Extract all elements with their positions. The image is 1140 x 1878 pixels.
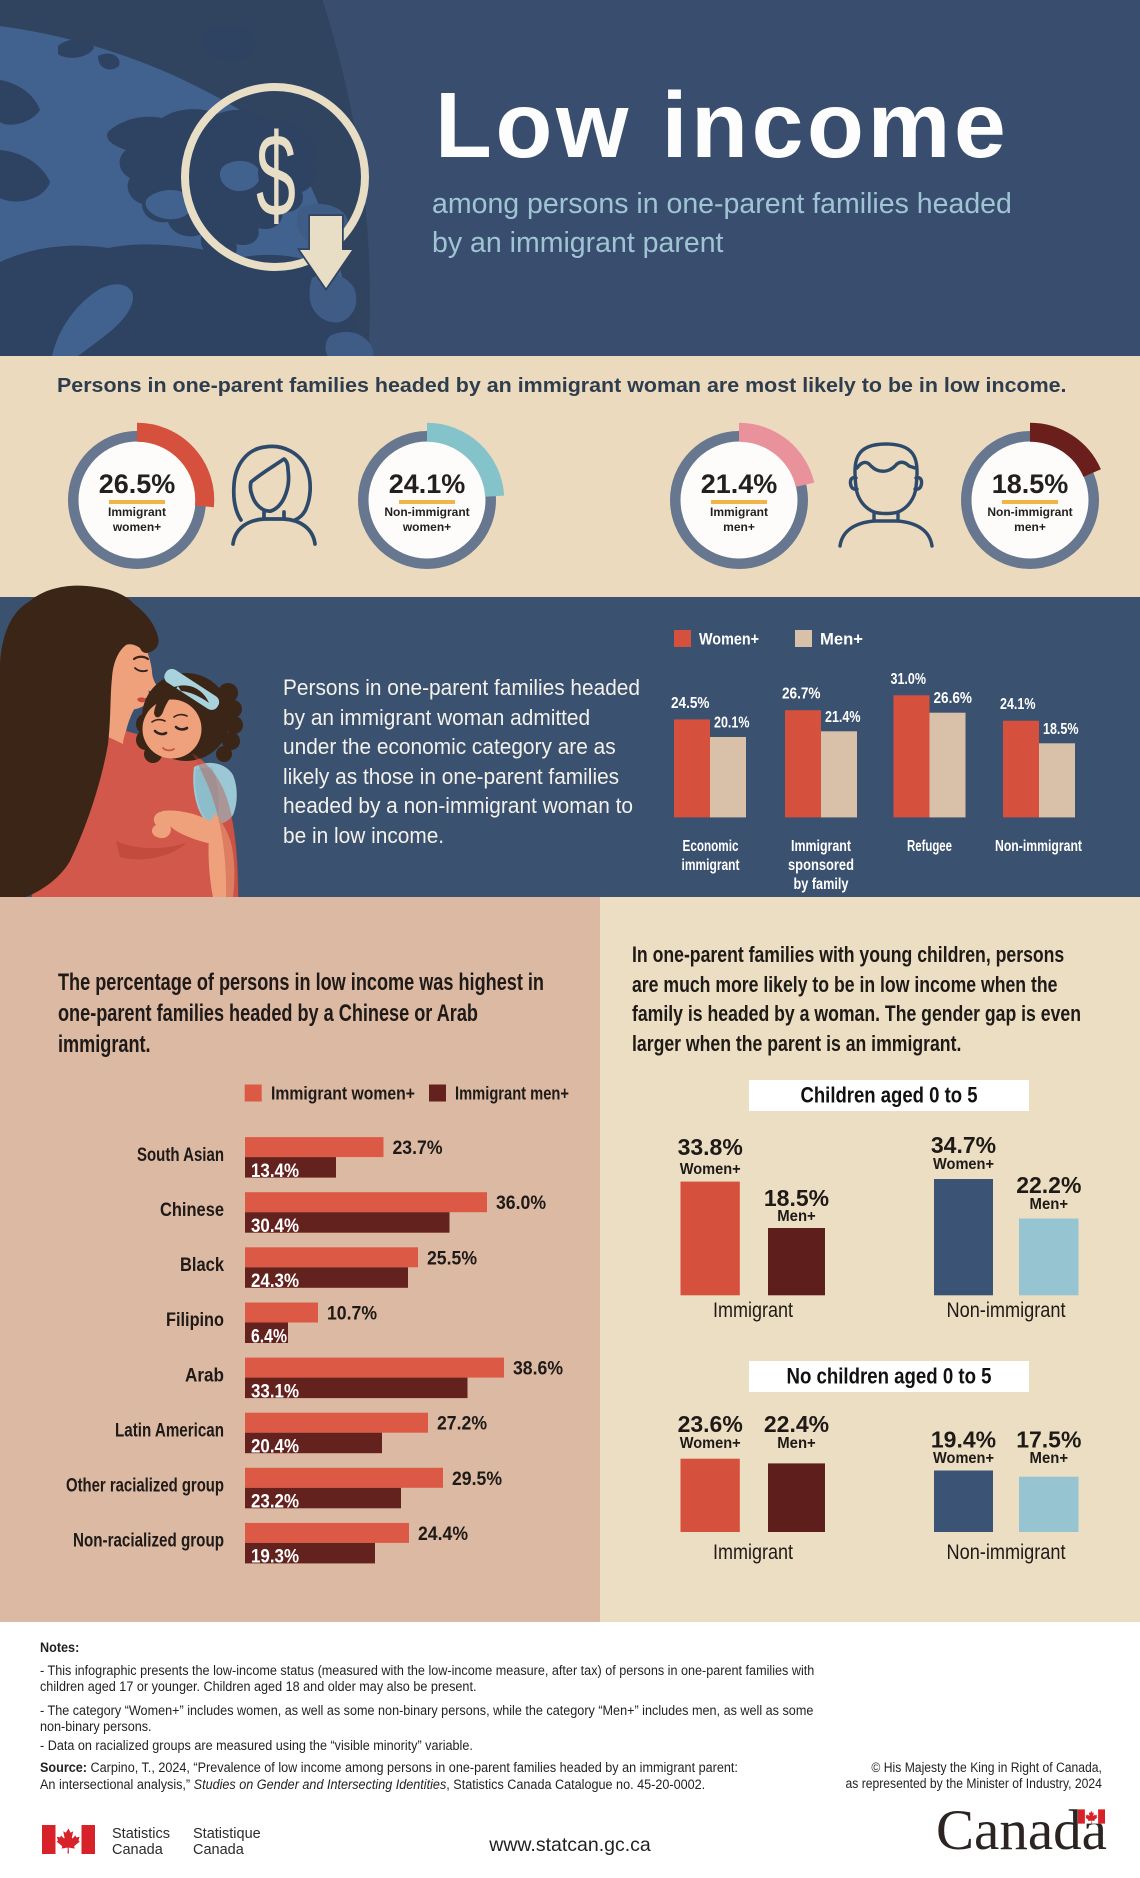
svg-text:25.5%: 25.5% — [427, 1248, 477, 1269]
svg-text:Non-immigrant: Non-immigrant — [995, 838, 1082, 855]
svg-text:Non-immigrant: Non-immigrant — [947, 1299, 1066, 1322]
svg-text:sponsored: sponsored — [788, 857, 854, 874]
svg-text:Children aged 0 to 5: Children aged 0 to 5 — [801, 1083, 978, 1108]
svg-text:Arab: Arab — [185, 1365, 224, 1386]
svg-text:10.7%: 10.7% — [327, 1304, 377, 1325]
svg-text:Economic: Economic — [683, 838, 739, 855]
svg-text:22.2%: 22.2% — [1016, 1172, 1081, 1198]
svg-text:23.2%: 23.2% — [251, 1492, 299, 1513]
svg-text:by family: by family — [794, 876, 849, 893]
svg-text:33.8%: 33.8% — [678, 1134, 743, 1160]
svg-text:38.6%: 38.6% — [513, 1359, 563, 1380]
svg-text:Non-immigrant: Non-immigrant — [947, 1541, 1066, 1564]
svg-text:23.7%: 23.7% — [393, 1138, 443, 1159]
svg-text:Women+: Women+ — [933, 1450, 994, 1467]
svg-text:Filipino: Filipino — [166, 1310, 224, 1331]
svg-text:21.4%: 21.4% — [825, 709, 861, 726]
svg-text:19.4%: 19.4% — [931, 1427, 996, 1453]
svg-text:Men+: Men+ — [820, 631, 863, 649]
svg-text:Women+: Women+ — [680, 1435, 741, 1452]
svg-text:South Asian: South Asian — [137, 1145, 224, 1166]
svg-text:26.6%: 26.6% — [934, 690, 973, 707]
svg-text:Women+: Women+ — [699, 631, 759, 649]
svg-text:Men+: Men+ — [777, 1208, 816, 1225]
svg-text:24.1%: 24.1% — [1000, 696, 1036, 713]
svg-text:20.1%: 20.1% — [714, 715, 750, 732]
svg-text:13.4%: 13.4% — [251, 1161, 299, 1182]
svg-text:Other racialized group: Other racialized group — [66, 1476, 224, 1497]
svg-text:Women+: Women+ — [680, 1161, 741, 1178]
svg-text:17.5%: 17.5% — [1016, 1427, 1081, 1453]
svg-text:29.5%: 29.5% — [452, 1469, 502, 1490]
svg-text:24.4%: 24.4% — [418, 1524, 468, 1545]
svg-text:Immigrant: Immigrant — [791, 838, 851, 855]
svg-text:Men+: Men+ — [1030, 1196, 1069, 1213]
svg-text:immigrant: immigrant — [682, 857, 740, 874]
svg-text:30.4%: 30.4% — [251, 1216, 299, 1237]
svg-text:Men+: Men+ — [777, 1435, 816, 1452]
svg-text:18.5%: 18.5% — [764, 1185, 829, 1211]
svg-text:34.7%: 34.7% — [931, 1132, 996, 1158]
svg-text:Latin American: Latin American — [115, 1420, 224, 1441]
svg-text:Men+: Men+ — [1030, 1450, 1069, 1467]
svg-text:26.7%: 26.7% — [782, 686, 821, 703]
svg-text:20.4%: 20.4% — [251, 1437, 299, 1458]
svg-text:23.6%: 23.6% — [678, 1411, 743, 1437]
svg-text:33.1%: 33.1% — [251, 1381, 299, 1402]
svg-text:$: $ — [256, 110, 296, 242]
svg-text:22.4%: 22.4% — [764, 1411, 829, 1437]
svg-text:18.5%: 18.5% — [1043, 721, 1079, 738]
svg-text:No children aged 0 to 5: No children aged 0 to 5 — [787, 1364, 992, 1389]
svg-text:27.2%: 27.2% — [437, 1414, 487, 1435]
svg-text:Refugee: Refugee — [907, 838, 952, 855]
svg-text:Immigrant: Immigrant — [713, 1541, 793, 1564]
svg-text:Immigrant women+: Immigrant women+ — [271, 1084, 415, 1104]
svg-text:Chinese: Chinese — [160, 1200, 224, 1221]
svg-text:24.5%: 24.5% — [671, 695, 710, 712]
svg-text:Non-racialized group: Non-racialized group — [73, 1531, 224, 1552]
svg-text:6.4%: 6.4% — [251, 1326, 287, 1347]
svg-text:Women+: Women+ — [933, 1156, 994, 1173]
svg-text:Immigrant men+: Immigrant men+ — [455, 1084, 569, 1104]
svg-text:Immigrant: Immigrant — [713, 1299, 793, 1322]
svg-text:Black: Black — [180, 1255, 224, 1276]
svg-text:24.3%: 24.3% — [251, 1271, 299, 1292]
svg-text:31.0%: 31.0% — [891, 671, 927, 688]
svg-text:36.0%: 36.0% — [496, 1193, 546, 1214]
svg-text:19.3%: 19.3% — [251, 1547, 299, 1568]
